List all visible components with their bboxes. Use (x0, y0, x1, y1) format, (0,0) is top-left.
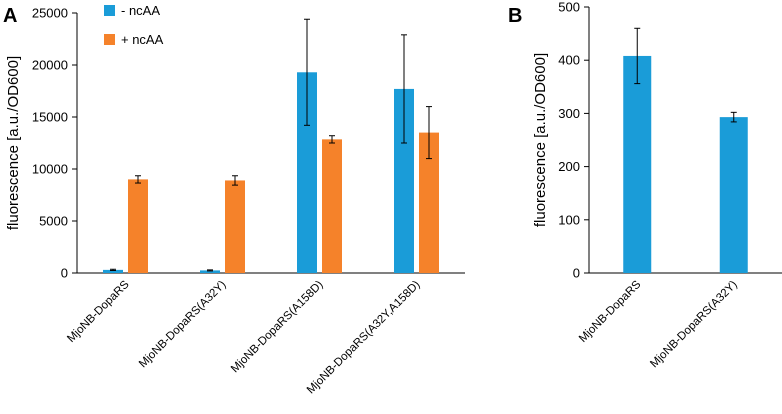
y-axis-title: fluorescence [a.u./OD600] (5, 56, 22, 230)
x-category-label: MjoNB-DopaRS(A158D) (229, 279, 326, 376)
panel-label-b: B (508, 5, 522, 27)
y-tick-label: 300 (558, 106, 580, 121)
x-category-label: MjoNB-DopaRS(A32Y) (648, 279, 740, 371)
legend-swatch (104, 34, 115, 45)
y-tick-label: 100 (558, 212, 580, 227)
y-tick-label: 15000 (32, 110, 68, 125)
bar (225, 180, 245, 273)
y-tick-label: 25000 (32, 6, 68, 21)
y-tick-label: 0 (573, 266, 580, 281)
y-tick-label: 400 (558, 53, 580, 68)
y-tick-label: 200 (558, 159, 580, 174)
x-category-label: MjoNB-DopaRS (65, 278, 132, 345)
panel-label-a: A (3, 5, 17, 27)
bar (200, 270, 220, 273)
bar (394, 88, 414, 273)
y-tick-label: 500 (558, 0, 580, 15)
x-category-label: MjoNB-DopaRS(A32Y,A158D) (305, 279, 423, 397)
bar (623, 55, 652, 273)
bar (322, 139, 342, 273)
panel-a-chart: A 0 5000 10000 15000 20000 25000 fluorescence [… (3, 3, 465, 396)
legend-swatch (104, 5, 115, 16)
bar (297, 72, 317, 273)
y-tick-label: 5000 (39, 214, 68, 229)
y-tick-label: 20000 (32, 58, 68, 73)
x-category-label: MjoNB-DopaRS(A32Y) (137, 279, 229, 371)
legend-label: - ncAA (121, 3, 160, 18)
bar (719, 117, 748, 274)
bar (128, 179, 148, 273)
bar (419, 132, 439, 273)
y-tick-label: 10000 (32, 162, 68, 177)
y-axis-title: fluorescence [a.u./OD600] (532, 53, 549, 227)
legend-label: + ncAA (121, 32, 164, 47)
y-tick-label: 0 (61, 266, 68, 281)
x-category-label: MjoNB-DopaRS (577, 278, 644, 345)
panel-b-chart: B 0 100 200 300 400 500 fluorescence [a.u./OD60… (508, 0, 782, 370)
bar (103, 269, 123, 273)
